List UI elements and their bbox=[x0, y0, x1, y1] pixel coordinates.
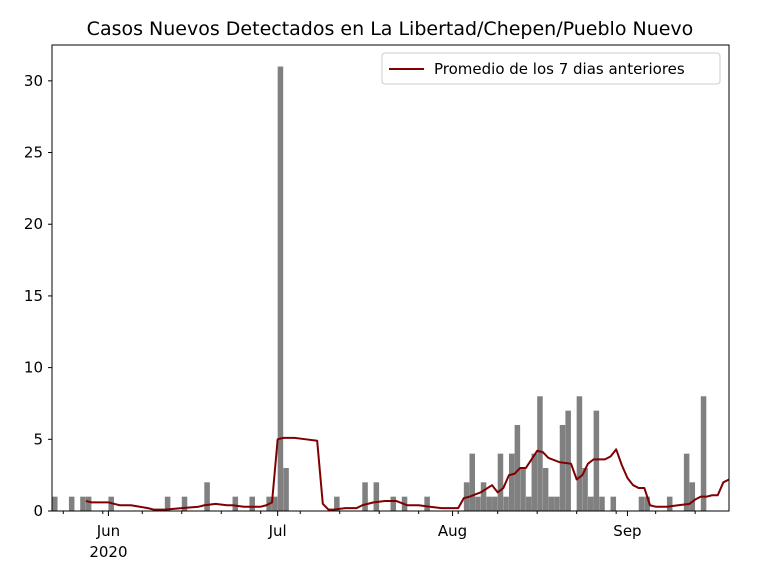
bar-2020-08-26 bbox=[593, 410, 600, 511]
y-axis: 0 5 10 15 20 25 30 bbox=[24, 72, 52, 520]
x-tick-label-jul: Jul bbox=[268, 522, 287, 540]
bar-2020-08-10 bbox=[503, 496, 509, 511]
bar-2020-07-21 bbox=[390, 496, 397, 511]
bar-2020-08-04 bbox=[469, 453, 476, 511]
bar-2020-09-08 bbox=[666, 496, 673, 511]
x-tick-label-jun: Jun bbox=[96, 522, 120, 540]
y-tick-label-20: 20 bbox=[24, 215, 43, 233]
y-tick-label-25: 25 bbox=[24, 144, 43, 162]
bar-2020-08-14 bbox=[525, 496, 532, 511]
bar-2020-06-18 bbox=[204, 482, 210, 511]
bar-2020-07-11 bbox=[334, 496, 340, 511]
bar-2020-06-14 bbox=[181, 496, 188, 511]
bar-2020-08-07 bbox=[486, 496, 492, 511]
bar-2020-08-17 bbox=[542, 467, 549, 511]
bar-2020-08-19 bbox=[554, 496, 560, 511]
y-tick-label-0: 0 bbox=[33, 502, 43, 520]
bar-2020-09-11 bbox=[683, 453, 690, 511]
bar-2020-09-12 bbox=[689, 482, 696, 511]
y-tick-label-15: 15 bbox=[24, 287, 43, 305]
y-tick-label-10: 10 bbox=[24, 359, 43, 377]
bar-2020-05-25 bbox=[68, 496, 75, 511]
line-promedio bbox=[85, 436, 730, 511]
bar-series bbox=[52, 66, 707, 511]
y-tick-label-5: 5 bbox=[33, 430, 43, 448]
bar-2020-08-23 bbox=[576, 396, 583, 511]
legend-box bbox=[381, 52, 721, 85]
bar-2020-09-04 bbox=[644, 496, 650, 511]
bar-2020-08-29 bbox=[610, 496, 617, 511]
bar-2020-06-23 bbox=[232, 496, 239, 511]
bar-2020-07-18 bbox=[373, 482, 380, 511]
bar-2020-08-09 bbox=[497, 453, 504, 511]
bar-2020-08-20 bbox=[559, 424, 566, 511]
bar-2020-07-27 bbox=[424, 496, 430, 511]
legend-label-promedio: Promedio de los 7 dias anteriores bbox=[434, 60, 685, 78]
plot-frame bbox=[51, 44, 730, 512]
bar-2020-06-26 bbox=[249, 496, 255, 511]
bar-2020-08-27 bbox=[599, 496, 605, 511]
bar-2020-08-16 bbox=[537, 396, 543, 511]
bar-2020-08-25 bbox=[587, 496, 594, 511]
chart-title: Casos Nuevos Detectados en La Libertad/C… bbox=[87, 18, 694, 40]
bar-2020-08-12 bbox=[514, 424, 521, 511]
legend: Promedio de los 7 dias anteriores bbox=[381, 52, 721, 85]
bar-2020-08-24 bbox=[582, 467, 588, 511]
bar-2020-05-22 bbox=[52, 496, 58, 511]
bar-2020-07-16 bbox=[362, 482, 368, 511]
bar-2020-08-08 bbox=[492, 496, 498, 511]
bar-2020-08-15 bbox=[531, 453, 538, 511]
bar-2020-08-11 bbox=[508, 453, 515, 511]
bar-2020-06-11 bbox=[164, 496, 171, 511]
bar-2020-07-02 bbox=[283, 467, 289, 511]
x-tick-label-sep: Sep bbox=[613, 522, 641, 540]
bar-2020-07-01 bbox=[277, 66, 284, 511]
bar-2020-08-13 bbox=[520, 467, 526, 511]
bar-2020-08-06 bbox=[480, 482, 487, 511]
bar-2020-09-14 bbox=[700, 396, 707, 511]
bar-2020-08-21 bbox=[565, 410, 571, 511]
bar-2020-09-03 bbox=[638, 496, 645, 511]
bar-2020-05-27 bbox=[80, 496, 86, 511]
x-tick-label-aug: Aug bbox=[438, 522, 467, 540]
line-series-layer bbox=[85, 436, 730, 511]
x-tick-sublabel-year: 2020 bbox=[89, 543, 127, 561]
y-tick-label-30: 30 bbox=[24, 72, 43, 90]
bar-2020-08-18 bbox=[548, 496, 554, 511]
x-axis: Jun 2020 Jul Aug Sep bbox=[62, 511, 696, 561]
bar-2020-08-05 bbox=[475, 496, 481, 511]
bar-2020-05-28 bbox=[85, 496, 92, 511]
bar-2020-06-30 bbox=[272, 496, 278, 511]
